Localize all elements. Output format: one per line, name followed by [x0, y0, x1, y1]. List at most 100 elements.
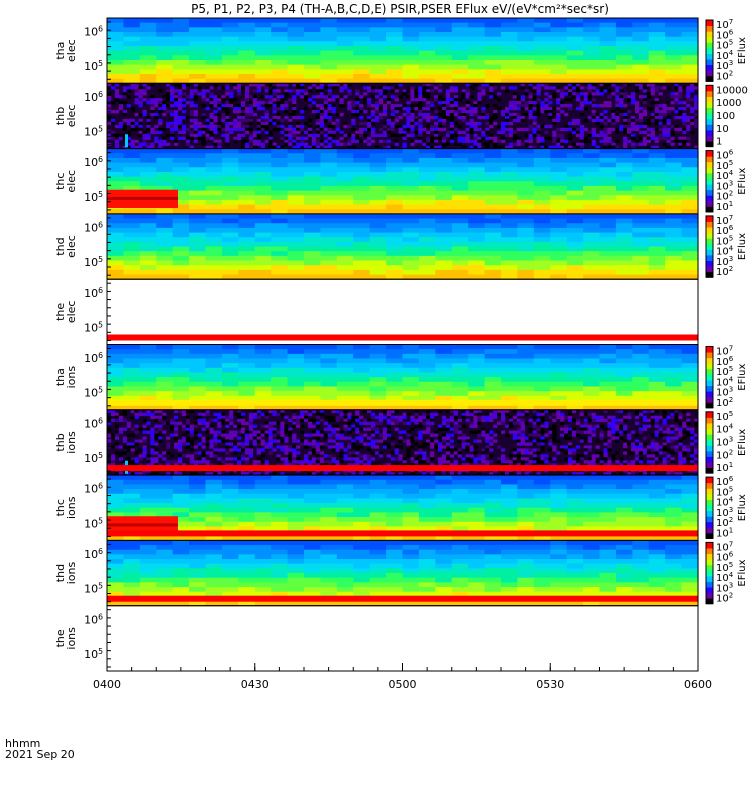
heatmap-cell [583, 185, 601, 192]
colorbar-swatch [706, 156, 713, 163]
heatmap-cell [336, 246, 354, 252]
heatmap-cell [426, 142, 431, 146]
heatmap-cell [197, 433, 202, 437]
heatmap-cell [315, 89, 321, 93]
heatmap-cell [369, 269, 387, 276]
heatmap-cell [678, 115, 683, 120]
heatmap-cell [166, 98, 171, 102]
heatmap-cell [497, 92, 502, 96]
heatmap-cell [566, 78, 584, 84]
heatmap-cell [528, 139, 533, 143]
heatmap-cell [650, 101, 655, 105]
heatmap-cell [599, 27, 617, 33]
heatmap-cell [615, 89, 620, 93]
heatmap-cell [430, 412, 435, 417]
heatmap-cell [300, 418, 305, 422]
heatmap-cell [114, 133, 120, 138]
heatmap-cell [225, 92, 230, 96]
heatmap-cell [205, 372, 223, 378]
heatmap-cell [254, 391, 272, 397]
heatmap-cell [457, 124, 462, 129]
heatmap-cell [533, 395, 551, 402]
heatmap-cell [501, 269, 519, 276]
heatmap-cell [271, 69, 289, 75]
heatmap-cell [193, 92, 198, 96]
heatmap-cell [110, 433, 116, 437]
heatmap-cell [532, 95, 537, 99]
heatmap-cell [485, 121, 490, 126]
heatmap-cell [517, 349, 535, 355]
heatmap-cell [394, 115, 399, 120]
heatmap-cell [599, 251, 617, 257]
heatmap-cell [156, 395, 174, 402]
heatmap-cell [632, 185, 650, 192]
heatmap-cell [343, 418, 348, 422]
heatmap-cell [225, 433, 230, 437]
heatmap-cell [320, 344, 338, 350]
heatmap-cell [468, 367, 486, 374]
heatmap-cell [451, 213, 469, 220]
heatmap-cell [264, 415, 269, 420]
heatmap-cell [670, 130, 675, 135]
heatmap-cell [468, 227, 486, 234]
heatmap-cell [260, 439, 265, 443]
heatmap-cell [469, 112, 474, 117]
heatmap-cell [599, 395, 617, 402]
heatmap-cell [123, 395, 141, 402]
heatmap-cell [524, 436, 529, 440]
heatmap-cell [123, 55, 141, 61]
heatmap-cell [615, 391, 633, 397]
heatmap-cell [681, 204, 699, 210]
heatmap-cell [189, 190, 207, 196]
heatmap-cell [336, 36, 354, 42]
heatmap-cell [451, 50, 469, 56]
heatmap-cell [665, 209, 683, 215]
heatmap-cell [544, 83, 549, 87]
heatmap-cell [615, 424, 620, 428]
heatmap-cell [501, 136, 506, 140]
heatmap-cell [355, 136, 360, 140]
heatmap-cell [181, 127, 187, 132]
heatmap-cell [292, 145, 297, 149]
heatmap-cell [435, 260, 453, 266]
heatmap-cell [335, 418, 340, 422]
heatmap-cell [451, 227, 469, 234]
heatmap-cell [484, 363, 502, 369]
colorbar-swatch [706, 402, 713, 409]
heatmap-cell [280, 95, 285, 99]
heatmap-cell [566, 73, 584, 80]
heatmap-cell [146, 427, 151, 431]
heatmap-cell [451, 69, 469, 75]
heatmap-cell [468, 232, 486, 238]
heatmap-cell [461, 136, 466, 140]
heatmap-cell [320, 190, 338, 196]
heatmap-cell [221, 162, 239, 168]
heatmap-cell [315, 115, 321, 120]
heatmap-cell [435, 227, 453, 234]
heatmap-cell [556, 415, 561, 420]
heatmap-cell [369, 223, 387, 229]
heatmap-cell [548, 415, 553, 420]
heatmap-cell [320, 55, 338, 61]
heatmap-cell [449, 433, 455, 437]
heatmap-cell [402, 171, 420, 178]
heatmap-cell [271, 269, 289, 276]
heatmap-cell [611, 421, 616, 425]
heatmap-cell [402, 255, 420, 262]
heatmap-cell [221, 86, 226, 90]
heatmap-cell [146, 412, 151, 417]
heatmap-cell [146, 430, 151, 434]
heatmap-cell [682, 424, 687, 428]
heatmap-cell [437, 442, 443, 446]
heatmap-cell [331, 124, 336, 129]
heatmap-cell [319, 110, 324, 114]
heatmap-cell [544, 439, 549, 443]
heatmap-cell [304, 269, 322, 276]
heatmap-cell [461, 139, 466, 143]
heatmap-cell [681, 195, 699, 201]
heatmap-cell [271, 372, 289, 378]
heatmap-cell [238, 269, 256, 276]
heatmap-cell [678, 89, 683, 93]
heatmap-cell [665, 78, 683, 84]
heatmap-cell [335, 436, 340, 440]
